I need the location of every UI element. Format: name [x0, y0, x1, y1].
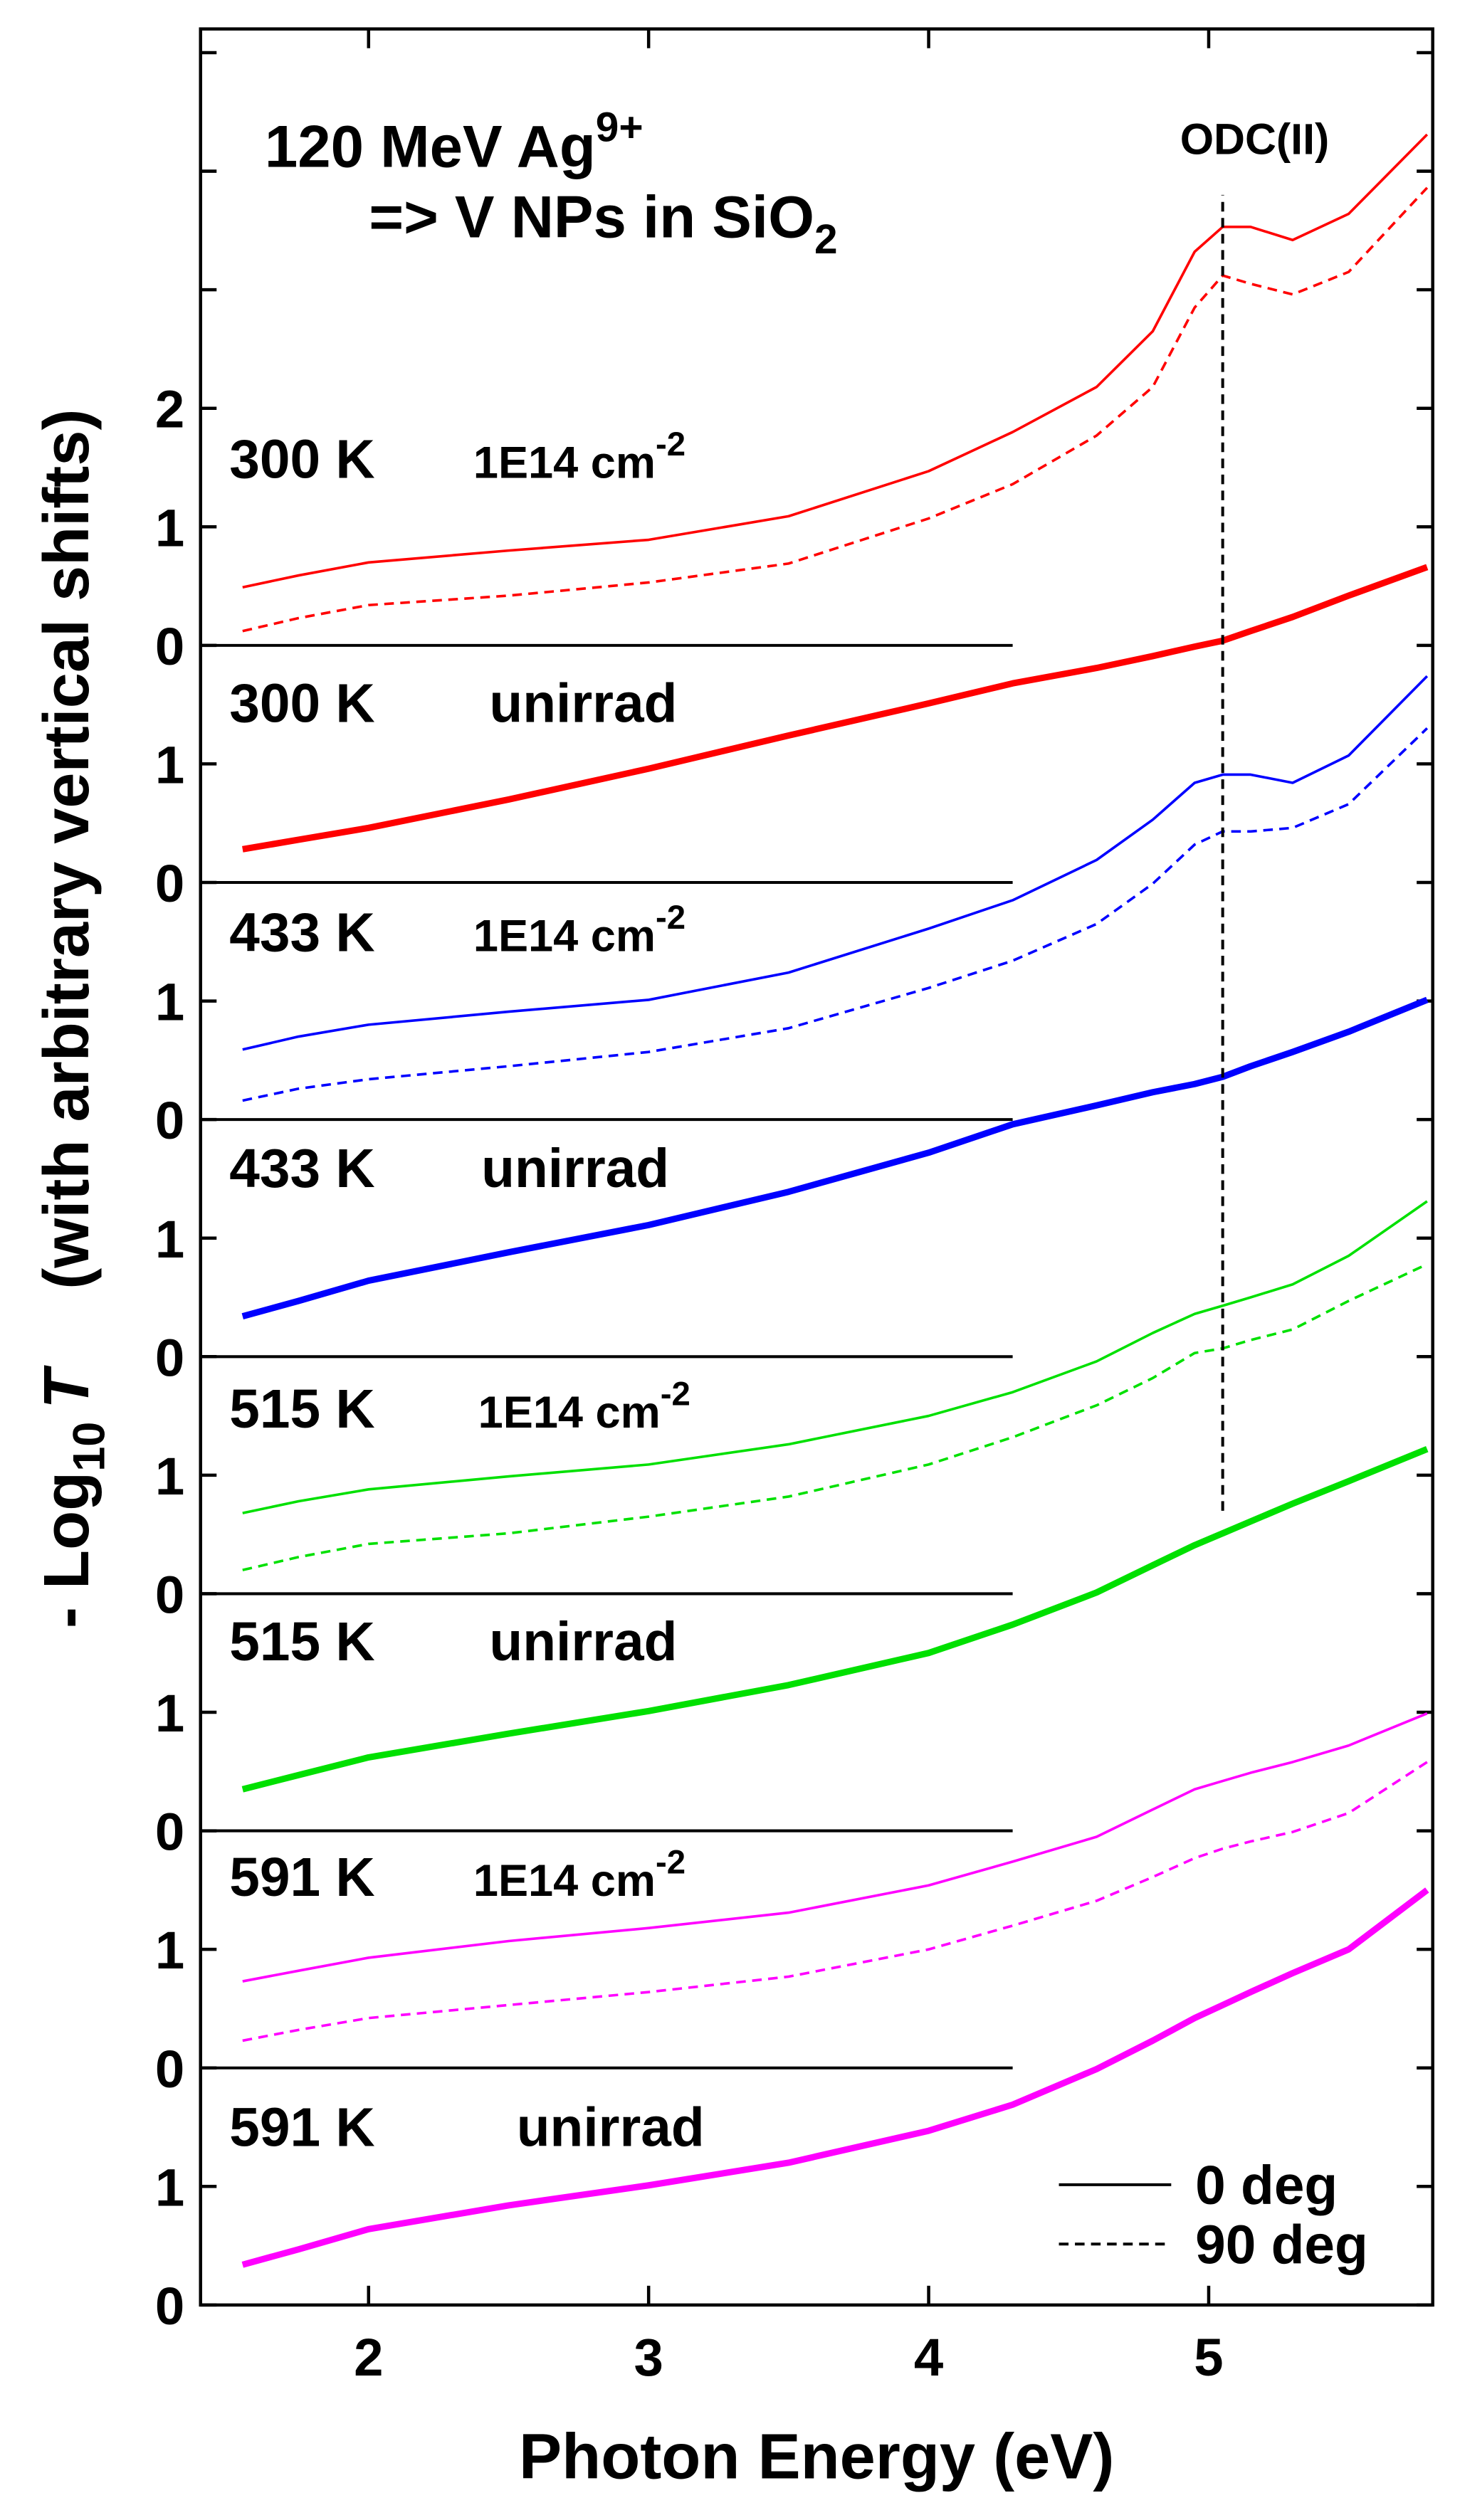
- y-tick-label: 0: [155, 854, 184, 913]
- panel-note-text: 1E14 cm: [473, 438, 656, 488]
- x-tick-label: 2: [354, 2328, 383, 2387]
- y-tick-label: 0: [155, 617, 184, 676]
- panel-note: unirrad: [489, 673, 677, 734]
- panel-note: unirrad: [489, 1612, 677, 1672]
- legend-label: 0 deg: [1195, 2156, 1338, 2216]
- series-line: [242, 1200, 1428, 1514]
- panel-note: unirrad: [481, 1139, 669, 1199]
- series-line: [242, 1761, 1428, 2042]
- panel-note: 1E14 cm-2: [473, 899, 686, 961]
- y-tick-label: 2: [155, 380, 184, 439]
- y-tick-label: 1: [155, 735, 184, 794]
- panel-note: 1E14 cm-2: [473, 1844, 686, 1907]
- odc-label: ODC(II): [1180, 115, 1330, 163]
- y-tick-label: 1: [155, 498, 184, 557]
- y-tick-label: 1: [155, 2158, 184, 2217]
- panel-temp: 515 K: [229, 1379, 374, 1440]
- y-tick-label: 1: [155, 973, 184, 1032]
- series-line: [242, 564, 1429, 853]
- panel-note-sup: -2: [656, 1844, 686, 1882]
- panel-note-text: unirrad: [481, 1139, 669, 1199]
- series-line: [242, 675, 1429, 1051]
- panel-temp: 433 K: [229, 1139, 374, 1199]
- panel-note-text: 1E14 cm: [473, 912, 656, 961]
- y-tick-label: 1: [155, 1921, 184, 1980]
- panel-temp: 433 K: [229, 903, 374, 964]
- series-line: [241, 1446, 1429, 1793]
- panel-note-sup: -2: [656, 426, 686, 463]
- y-label-main: - Log: [31, 1472, 103, 1628]
- title-text: 120 MeV Ag: [265, 114, 596, 180]
- x-tick-label: 4: [914, 2328, 943, 2387]
- y-label-sub: 10: [65, 1422, 115, 1472]
- series-line: [241, 996, 1429, 1319]
- series-line: [242, 1712, 1428, 1983]
- y-tick-label: 0: [155, 1565, 184, 1624]
- panel-note-sup: -2: [656, 899, 686, 937]
- title-sub: 2: [814, 216, 838, 263]
- series-line: [242, 1262, 1428, 1571]
- y-tick-label: 1: [155, 1210, 184, 1269]
- series-line: [242, 186, 1429, 633]
- y-tick-label: 0: [155, 2277, 184, 2336]
- y-tick-label: 0: [155, 1091, 184, 1150]
- y-tick-label: 0: [155, 1803, 184, 1862]
- panel-temp: 300 K: [229, 430, 374, 490]
- plot-frame: [199, 27, 1434, 2307]
- title-line: => V NPs in SiO2: [369, 184, 837, 263]
- panel-temp: 591 K: [229, 2098, 374, 2158]
- panel-temp: 515 K: [229, 1612, 374, 1672]
- y-axis-label: - Log10 T (with arbitrary vertical shifts): [31, 409, 115, 1629]
- title-text: => V NPs in SiO: [369, 184, 814, 251]
- panel-note-text: unirrad: [489, 673, 677, 734]
- y-tick-label: 1: [155, 1684, 184, 1743]
- panel-temp: 300 K: [229, 673, 374, 734]
- panel-note: 1E14 cm-2: [478, 1375, 690, 1438]
- y-tick-label: 0: [155, 1328, 184, 1387]
- series-line: [241, 1887, 1429, 2268]
- y-tick-label: 0: [155, 2040, 184, 2099]
- title-line: 120 MeV Ag9+: [265, 104, 644, 179]
- panel-note: 1E14 cm-2: [473, 426, 686, 488]
- panel-note-text: unirrad: [517, 2098, 705, 2158]
- series-line: [242, 727, 1429, 1102]
- panel-note-text: 1E14 cm: [478, 1388, 661, 1438]
- series-line: [242, 133, 1429, 589]
- panel-temp: 591 K: [229, 1847, 374, 1908]
- panel-note-sup: -2: [661, 1375, 690, 1413]
- x-tick-label: 5: [1194, 2328, 1223, 2387]
- x-tick-label: 3: [634, 2328, 663, 2387]
- title-sup: 9+: [596, 104, 644, 150]
- y-tick-label: 1: [155, 1447, 184, 1506]
- y-label-note: (with arbitrary vertical shifts): [31, 409, 103, 1290]
- panel-note-text: 1E14 cm: [473, 1856, 656, 1906]
- legend-label: 90 deg: [1195, 2215, 1368, 2275]
- y-label-var: T: [31, 1365, 103, 1409]
- x-axis-label: Photon Energy (eV): [519, 2420, 1114, 2492]
- panel-note: unirrad: [517, 2098, 705, 2158]
- panel-note-text: unirrad: [489, 1612, 677, 1672]
